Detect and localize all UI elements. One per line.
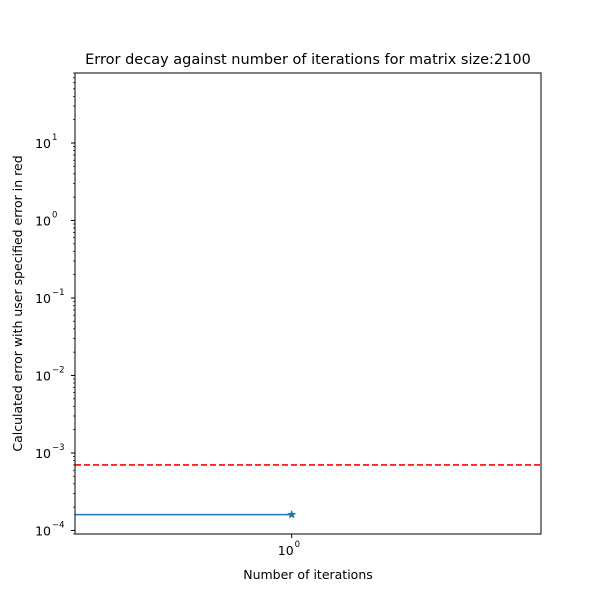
axis-ticks: 10 −410 −310 −210 −110 010 110 0 <box>35 72 300 558</box>
y-tick-exponent-3: −1 <box>52 288 65 298</box>
error-star-marker-0-0 <box>287 509 297 519</box>
x-axis-label: Number of iterations <box>243 567 373 582</box>
y-tick-exponent-2: −2 <box>52 365 65 375</box>
y-tick-label-1: 10 <box>35 446 51 461</box>
y-tick-label-3: 10 <box>35 291 51 306</box>
plot-area <box>75 464 541 519</box>
y-tick-label-4: 10 <box>35 213 51 228</box>
y-tick-exponent-4: 0 <box>52 210 57 220</box>
y-tick-exponent-1: −3 <box>52 443 65 453</box>
chart-title: Error decay against number of iterations… <box>85 52 531 68</box>
y-tick-exponent-0: −4 <box>52 520 65 530</box>
y-tick-label-5: 10 <box>35 136 51 151</box>
y-axis-label: Calculated error with user specified err… <box>10 155 25 451</box>
y-tick-label-2: 10 <box>35 368 51 383</box>
x-tick-exponent-0: 0 <box>295 540 300 550</box>
x-tick-label-0: 10 <box>278 543 294 558</box>
y-tick-exponent-5: 1 <box>52 133 57 143</box>
plot-frame <box>74 72 542 535</box>
y-tick-label-0: 10 <box>35 523 51 538</box>
